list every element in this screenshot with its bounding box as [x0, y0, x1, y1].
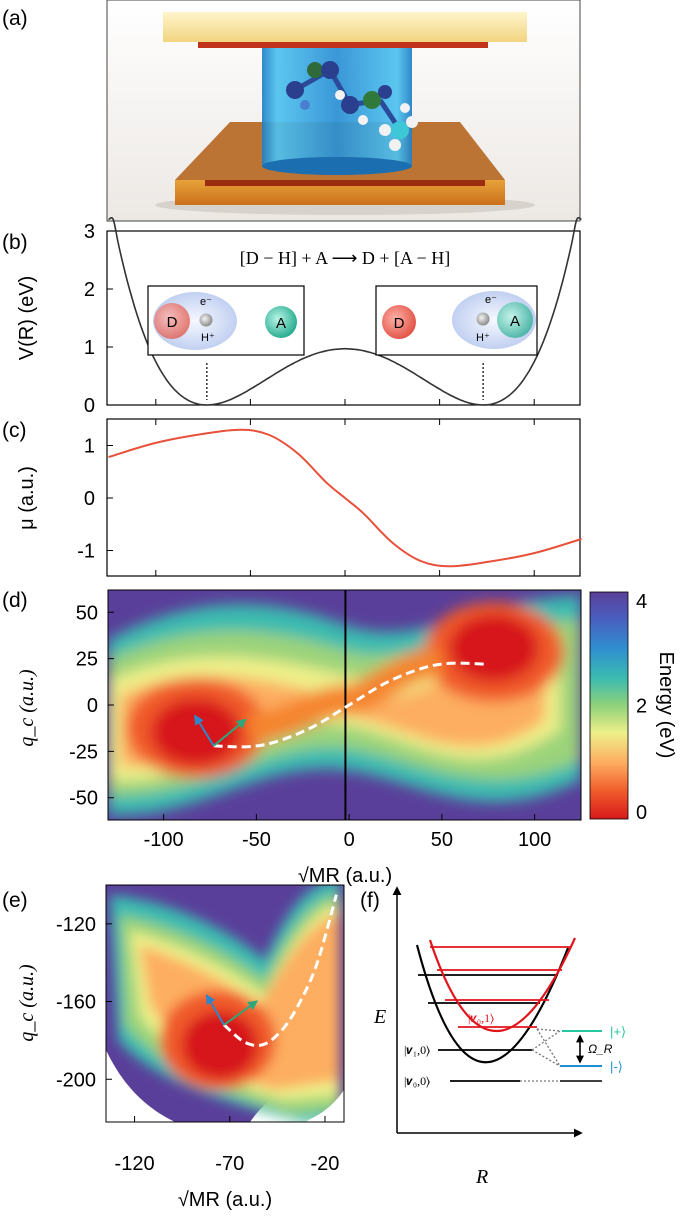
panel-label-e: (e)	[2, 889, 28, 912]
mode-arrow	[205, 994, 225, 1026]
panel-label-f: (f)	[360, 889, 380, 912]
mode-arrow	[223, 1000, 259, 1026]
plot-c-ylabel: μ (a.u.)	[16, 466, 38, 530]
inset-product: D A e⁻ H⁺	[375, 285, 538, 356]
plot-c-ytick-label: -1	[77, 541, 95, 563]
mode-arrow	[194, 714, 215, 747]
plot-d-xtick-label: 50	[431, 829, 453, 851]
colorbar-tick-label: 2	[636, 696, 647, 718]
plot-e-xtick-label: -20	[311, 1153, 340, 1175]
coordinate-axis-label: R	[475, 1166, 488, 1188]
molecule	[286, 61, 418, 151]
colorbar	[589, 591, 629, 820]
upper-polariton-label: |+⟩	[610, 1024, 626, 1039]
connector	[536, 1028, 561, 1032]
plot-d-ytick-label: -50	[69, 788, 98, 810]
plot-d: -100 -50 0 50 100 50 25 0 -25 -50 q_c (a.u.) √MR…	[16, 589, 677, 887]
reaction-equation: [D − H] + A ⟶ D + [A − H]	[240, 248, 450, 268]
panel-label-c: (c)	[2, 419, 27, 442]
plot-b-ytick-label: 1	[84, 337, 95, 359]
connector	[531, 1030, 561, 1051]
electron-label: e⁻	[485, 294, 497, 306]
plot-d-ytick-label: 25	[76, 649, 98, 671]
plot-e-ytick-label: -200	[56, 1069, 96, 1091]
donor-label: D	[167, 314, 178, 331]
plot-c-ytick-label: 1	[84, 436, 95, 458]
plot-d-ylabel: q_c (a.u.)	[16, 669, 38, 747]
acceptor-label: A	[510, 313, 520, 330]
plot-e: -120 -70 -20 -120 -160 -200 q_c (a.u.) √MR (…	[16, 884, 345, 1211]
plot-d-xtick-label: 0	[344, 829, 355, 851]
rabi-splitting-label: Ω_R	[588, 1042, 613, 1056]
reaction-path	[213, 661, 485, 749]
excited-state-parabola	[428, 937, 577, 1033]
plot-e-xtick-label: -70	[215, 1153, 244, 1175]
inset-reactant: D e⁻ H⁺ A	[147, 285, 305, 356]
acceptor-sphere	[497, 302, 533, 338]
panel-label-b: (b)	[2, 231, 28, 254]
donor-label: D	[394, 315, 405, 332]
mode-arrow	[213, 718, 247, 747]
potential-curve	[108, 217, 582, 406]
plot-c-ytick-label: 0	[84, 488, 95, 510]
plot-b-ytick-label: 3	[84, 221, 95, 243]
plot-d-xtick-label: 100	[518, 829, 551, 851]
level-label-v0-1: |𝒗₀,1⟩	[468, 1011, 494, 1025]
electron-label: e⁻	[200, 296, 212, 308]
plot-f: E R Ω_R |+⟩ |-⟩ |𝒗₁,0⟩ |𝒗₀,0⟩ |𝒗₀,1⟩	[373, 886, 626, 1188]
donor-sphere	[154, 303, 190, 339]
plot-d-xlabel: √MR (a.u.)	[298, 865, 392, 887]
proton-label: H⁺	[201, 332, 215, 344]
level-label-v0-0: |𝒗₀,0⟩	[404, 1074, 430, 1088]
acceptor-label: A	[276, 315, 286, 332]
plot-d-xtick-label: -50	[242, 829, 271, 851]
connector	[531, 1049, 561, 1067]
energy-axis-label: E	[373, 1006, 386, 1028]
plot-b-ytick-label: 0	[84, 395, 95, 417]
plot-b-ylabel: V(R) (eV)	[16, 276, 38, 360]
plot-b-ytick-label: 2	[84, 279, 95, 301]
plot-e-xlabel: √MR (a.u.)	[178, 1189, 272, 1211]
level-label-v1-0: |𝒗₁,0⟩	[404, 1043, 430, 1057]
reaction-path	[223, 894, 338, 1048]
heatmap-e	[106, 885, 344, 1122]
plot-d-xtick-label: -100	[144, 829, 184, 851]
connector	[536, 1028, 561, 1067]
plot-d-ytick-label: 50	[76, 602, 98, 624]
plot-b-frame	[106, 230, 581, 406]
colorbar-tick-label: 4	[636, 591, 647, 613]
dipole-curve	[108, 428, 582, 568]
proton-sphere	[476, 312, 490, 326]
colorbar-label: Energy (eV)	[655, 652, 677, 759]
plot-d-ytick-label: 0	[87, 695, 98, 717]
plot-e-ylabel: q_c (a.u.)	[16, 964, 38, 1042]
panel-label-d: (d)	[2, 589, 28, 612]
donor-sphere	[382, 305, 416, 339]
plot-b: 0 1 2 3 [D − H] + A ⟶ D + [A − H] V(R) (eV)…	[16, 217, 582, 417]
proton-label: H⁺	[476, 332, 490, 344]
proton-sphere	[199, 313, 213, 327]
plot-e-xtick-label: -120	[115, 1153, 155, 1175]
plot-e-ytick-label: -120	[56, 914, 96, 936]
plot-e-ytick-label: -160	[56, 992, 96, 1014]
panel-label-a: (a)	[2, 7, 28, 30]
lower-polariton-label: |-⟩	[610, 1059, 623, 1074]
plot-c: -1 0 1 μ (a.u.)	[16, 418, 582, 577]
cavity-illustration	[106, 0, 581, 222]
acceptor-sphere	[265, 306, 297, 338]
colorbar-tick-label: 0	[636, 802, 647, 824]
plot-d-ytick-label: -25	[69, 741, 98, 763]
